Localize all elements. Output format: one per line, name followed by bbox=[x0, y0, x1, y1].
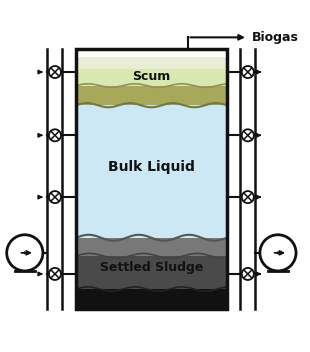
Bar bbox=[76, 86, 227, 105]
Text: Scum: Scum bbox=[132, 70, 171, 83]
Text: Biogas: Biogas bbox=[252, 31, 299, 44]
Bar bbox=[76, 238, 227, 256]
Text: Settled Sludge: Settled Sludge bbox=[100, 262, 203, 275]
Bar bbox=[76, 289, 227, 309]
Circle shape bbox=[277, 251, 279, 254]
Circle shape bbox=[242, 191, 254, 203]
Circle shape bbox=[49, 268, 61, 280]
Bar bbox=[76, 105, 227, 238]
Text: Bulk Liquid: Bulk Liquid bbox=[108, 160, 195, 174]
Circle shape bbox=[242, 66, 254, 78]
Circle shape bbox=[49, 129, 61, 142]
Bar bbox=[76, 49, 227, 309]
Circle shape bbox=[242, 129, 254, 142]
Circle shape bbox=[49, 66, 61, 78]
Bar bbox=[76, 57, 227, 69]
Bar bbox=[76, 69, 227, 86]
Bar bbox=[76, 256, 227, 289]
Circle shape bbox=[49, 191, 61, 203]
Circle shape bbox=[242, 268, 254, 280]
Circle shape bbox=[23, 251, 26, 254]
